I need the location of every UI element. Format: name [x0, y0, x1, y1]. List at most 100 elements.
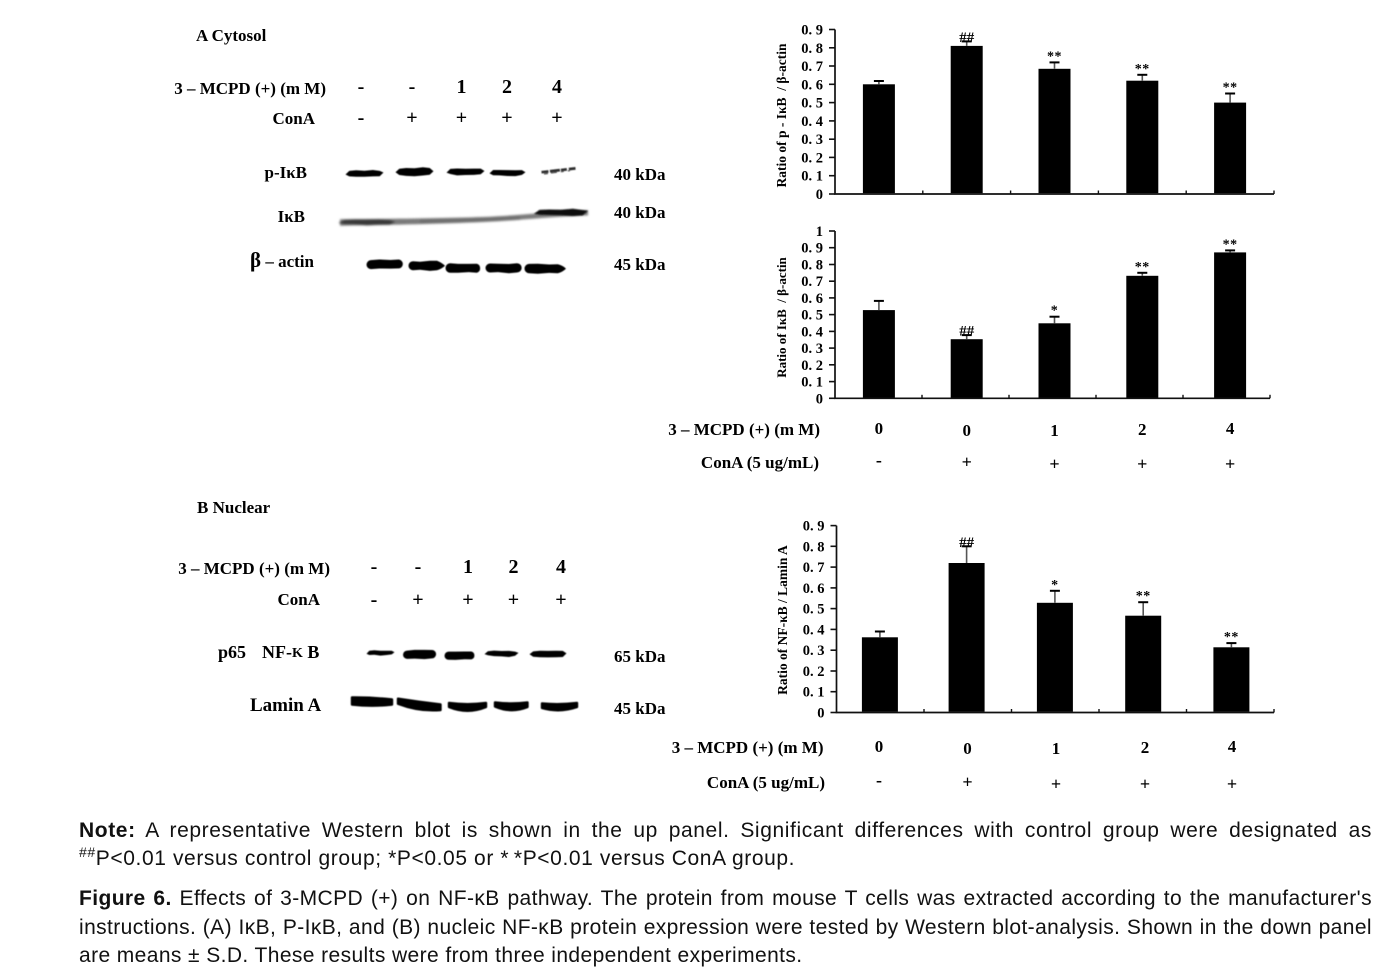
svg-text:-: -	[415, 556, 422, 578]
svg-text:2: 2	[1141, 738, 1150, 757]
svg-text:+: +	[508, 589, 519, 611]
svg-text:0: 0	[875, 419, 884, 438]
svg-text:0. 6: 0. 6	[803, 581, 825, 597]
svg-text:+: +	[1225, 454, 1235, 474]
svg-text:0. 8: 0. 8	[801, 258, 823, 274]
svg-text:+: +	[555, 589, 566, 611]
svg-text:A Cytosol: A Cytosol	[196, 26, 267, 45]
svg-text:0. 2: 0. 2	[801, 150, 823, 166]
svg-text:Ratio of IκB / β-actin: Ratio of IκB / β-actin	[774, 256, 789, 377]
svg-text:p-IκB: p-IκB	[264, 163, 307, 182]
svg-text:1: 1	[816, 224, 823, 240]
svg-text:*: *	[1051, 304, 1059, 319]
svg-text:-: -	[358, 107, 365, 129]
svg-text:Lamin A: Lamin A	[250, 695, 322, 716]
svg-text:0. 4: 0. 4	[801, 324, 823, 340]
svg-text:**: **	[1047, 49, 1062, 64]
svg-text:45 kDa: 45 kDa	[614, 255, 666, 274]
svg-text:0: 0	[817, 706, 824, 722]
svg-text:0. 4: 0. 4	[803, 622, 825, 638]
svg-text:0. 3: 0. 3	[803, 643, 825, 659]
svg-text:ConA (5 ug/mL): ConA (5 ug/mL)	[701, 453, 819, 472]
svg-text:1: 1	[457, 76, 467, 98]
svg-text:4: 4	[1226, 419, 1235, 438]
svg-text:3 – MCPD (+) (m M): 3 – MCPD (+) (m M)	[668, 420, 820, 439]
svg-text:0. 2: 0. 2	[801, 358, 823, 374]
svg-text:##: ##	[959, 324, 975, 340]
svg-text:IκB: IκB	[278, 207, 305, 226]
svg-text:-: -	[371, 589, 378, 611]
svg-text:ConA: ConA	[272, 109, 315, 128]
svg-text:65 kDa: 65 kDa	[614, 647, 666, 666]
svg-text:0: 0	[816, 391, 823, 407]
svg-text:0. 3: 0. 3	[801, 132, 823, 148]
svg-text:Ratio of NF-κB / Lamin A: Ratio of NF-κB / Lamin A	[775, 545, 790, 695]
svg-text:Ratio of p - IκB / β-actin: Ratio of p - IκB / β-actin	[774, 43, 789, 187]
svg-text:**: **	[1223, 81, 1238, 96]
svg-text:40 kDa: 40 kDa	[614, 203, 666, 222]
svg-text:4: 4	[552, 76, 562, 98]
svg-text:3 – MCPD (+) (m M): 3 – MCPD (+) (m M)	[672, 738, 824, 757]
svg-text:+: +	[501, 107, 512, 129]
svg-text:0. 6: 0. 6	[801, 77, 823, 93]
svg-text:0. 9: 0. 9	[801, 23, 823, 39]
svg-text:+: +	[962, 452, 972, 472]
svg-text:0. 2: 0. 2	[803, 664, 825, 680]
svg-text:ConA (5 ug/mL): ConA (5 ug/mL)	[707, 773, 825, 792]
svg-text:0: 0	[875, 737, 884, 756]
svg-text:2: 2	[509, 556, 519, 578]
svg-text:+: +	[456, 107, 467, 129]
svg-text:0: 0	[962, 421, 971, 440]
svg-text:+: +	[406, 107, 417, 129]
svg-text:0. 5: 0. 5	[801, 96, 823, 112]
svg-text:0. 7: 0. 7	[801, 274, 823, 290]
svg-text:+: +	[1049, 454, 1059, 474]
svg-text:+: +	[962, 772, 972, 792]
svg-text:0. 9: 0. 9	[803, 519, 825, 535]
svg-text:4: 4	[1228, 737, 1237, 756]
svg-text:ConA: ConA	[277, 590, 320, 609]
svg-text:-: -	[876, 450, 882, 470]
svg-text:β – actin: β – actin	[250, 248, 315, 272]
svg-text:+: +	[1137, 454, 1147, 474]
svg-text:**: **	[1135, 260, 1150, 275]
svg-text:-: -	[358, 76, 365, 98]
svg-text:B Nuclear: B Nuclear	[197, 498, 271, 517]
svg-text:**: **	[1224, 630, 1239, 645]
svg-text:**: **	[1135, 62, 1150, 77]
svg-text:3 – MCPD (+) (m M): 3 – MCPD (+) (m M)	[174, 79, 326, 98]
svg-text:##: ##	[959, 30, 975, 46]
svg-text:0. 7: 0. 7	[801, 59, 823, 75]
svg-text:0. 1: 0. 1	[801, 169, 823, 185]
svg-text:0. 4: 0. 4	[801, 114, 823, 130]
svg-text:-: -	[371, 556, 378, 578]
svg-text:**: **	[1136, 589, 1151, 604]
svg-text:0. 1: 0. 1	[803, 685, 825, 701]
svg-text:+: +	[412, 589, 423, 611]
svg-text:0: 0	[816, 187, 823, 203]
svg-text:##: ##	[959, 535, 975, 551]
svg-text:4: 4	[556, 556, 566, 578]
svg-text:0. 9: 0. 9	[801, 241, 823, 257]
svg-text:NF-Κ B: NF-Κ B	[262, 642, 319, 662]
svg-text:*: *	[1051, 578, 1059, 593]
svg-text:0. 8: 0. 8	[801, 41, 823, 57]
svg-text:+: +	[1140, 774, 1150, 794]
svg-text:1: 1	[1050, 421, 1059, 440]
svg-text:0. 3: 0. 3	[801, 341, 823, 357]
svg-text:+: +	[1227, 774, 1237, 794]
svg-text:+: +	[551, 107, 562, 129]
svg-text:+: +	[1051, 774, 1061, 794]
svg-text:p65: p65	[218, 642, 246, 662]
svg-text:45 kDa: 45 kDa	[614, 699, 666, 718]
svg-text:0. 5: 0. 5	[801, 308, 823, 324]
svg-text:40 kDa: 40 kDa	[614, 165, 666, 184]
svg-text:**: **	[1223, 237, 1238, 252]
svg-text:0. 5: 0. 5	[803, 602, 825, 618]
svg-text:0. 6: 0. 6	[801, 291, 823, 307]
svg-text:-: -	[876, 770, 882, 790]
svg-text:1: 1	[463, 556, 473, 578]
svg-text:1: 1	[1052, 739, 1061, 758]
svg-text:2: 2	[502, 76, 512, 98]
svg-text:0. 1: 0. 1	[801, 375, 823, 391]
